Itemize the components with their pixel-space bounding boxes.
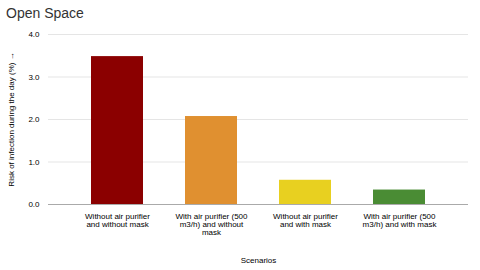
svg-text:0.0: 0.0 [28,200,40,209]
svg-text:2.0: 2.0 [28,115,40,124]
svg-text:With air purifier (500m3/h) an: With air purifier (500m3/h) and withoutm… [175,212,248,237]
svg-text:1.0: 1.0 [28,158,40,167]
svg-text:Scenarios: Scenarios [241,256,277,265]
svg-text:3.0: 3.0 [28,73,40,82]
svg-text:With air purifier (500m3/h) an: With air purifier (500m3/h) and with mas… [363,212,438,229]
svg-text:Without air purifierand with m: Without air purifierand with mask [273,212,338,229]
svg-text:Risk of infection during the d: Risk of infection during the day (%) → [7,52,16,186]
svg-text:Without air purifierand withou: Without air purifierand without mask [85,212,150,229]
html-text:Open Space: Open Space [6,5,84,21]
svg-text:4.0: 4.0 [28,30,40,39]
